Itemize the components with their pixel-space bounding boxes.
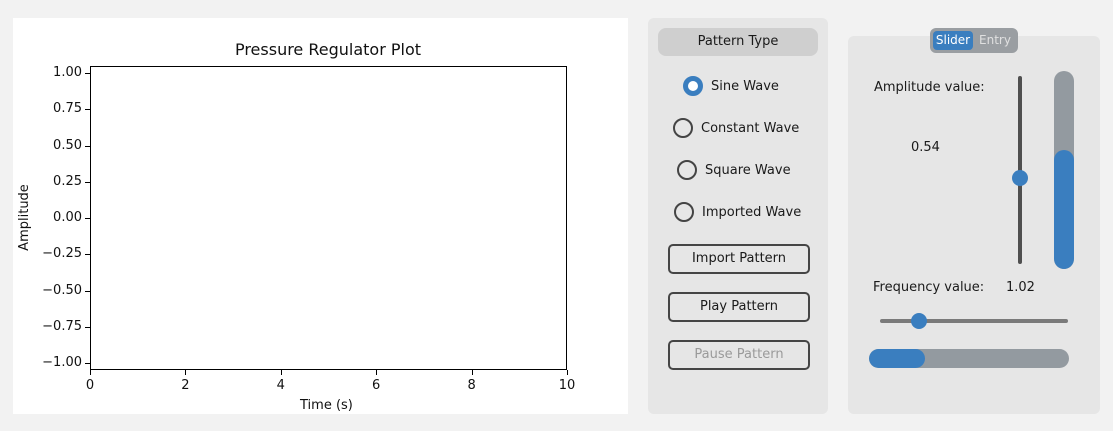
- frequency-slider-handle[interactable]: [911, 313, 928, 329]
- plot-panel: Pressure Regulator Plot Amplitude Time (…: [13, 18, 628, 414]
- frequency-progress-fill: [869, 349, 925, 368]
- x-tick-mark: [376, 370, 378, 375]
- import-pattern-button[interactable]: Import Pattern: [668, 244, 810, 274]
- pattern-panel: Pattern Type Sine Wave Constant Wave Squ…: [648, 18, 828, 414]
- radio-unselected-icon[interactable]: [673, 118, 693, 138]
- x-tick-mark: [185, 370, 187, 375]
- y-tick-mark: [85, 363, 90, 364]
- radio-unselected-icon[interactable]: [674, 202, 694, 222]
- amplitude-progress-fill: [1054, 150, 1074, 269]
- y-tick-label: −1.00: [42, 355, 82, 370]
- y-tick-label: 0.50: [53, 137, 82, 153]
- y-tick-label: −0.50: [42, 282, 82, 298]
- y-tick-mark: [85, 181, 90, 183]
- frequency-slider[interactable]: [880, 319, 1068, 323]
- y-tick-mark: [85, 254, 90, 256]
- tab-entry[interactable]: Entry: [979, 33, 1011, 47]
- x-tick-label: 2: [181, 378, 190, 393]
- mode-segmented-control: Slider Entry: [930, 28, 1018, 53]
- radio-label: Imported Wave: [702, 204, 802, 220]
- radio-unselected-icon[interactable]: [677, 160, 697, 180]
- y-tick-label: 0.75: [53, 101, 82, 117]
- play-pattern-button[interactable]: Play Pattern: [668, 292, 810, 322]
- x-tick-label: 10: [558, 378, 576, 393]
- radio-selected-icon[interactable]: [683, 76, 703, 96]
- y-tick-label: −0.75: [42, 318, 82, 334]
- frequency-progress-bar: [869, 349, 1069, 368]
- x-tick-mark: [567, 370, 568, 375]
- x-tick-mark: [471, 370, 473, 375]
- x-tick-label: 4: [276, 378, 285, 393]
- amplitude-slider-handle[interactable]: [1012, 169, 1028, 186]
- radio-constant-wave[interactable]: Constant Wave: [673, 118, 799, 138]
- y-tick-mark: [85, 109, 90, 111]
- amplitude-progress-bar: [1054, 71, 1074, 269]
- frequency-label: Frequency value:: [873, 280, 985, 295]
- x-tick-mark: [280, 370, 282, 375]
- x-tick-label: 6: [372, 378, 381, 393]
- radio-label: Square Wave: [705, 162, 791, 178]
- amplitude-label: Amplitude value:: [874, 80, 985, 95]
- amplitude-value: 0.54: [911, 140, 940, 155]
- y-tick-label: −0.25: [42, 246, 82, 262]
- radio-sine-wave[interactable]: Sine Wave: [683, 76, 779, 96]
- plot-axes: [90, 66, 567, 370]
- radio-square-wave[interactable]: Square Wave: [677, 160, 791, 180]
- x-tick-label: 8: [467, 378, 476, 393]
- x-tick-label: 0: [85, 378, 95, 393]
- y-tick-mark: [85, 290, 90, 292]
- y-tick-mark: [85, 73, 90, 74]
- y-tick-mark: [85, 326, 90, 328]
- plot-title: Pressure Regulator Plot: [234, 40, 422, 59]
- radio-label: Constant Wave: [701, 120, 800, 136]
- radio-label: Sine Wave: [711, 78, 779, 94]
- x-axis-label: Time (s): [300, 398, 353, 413]
- y-tick-mark: [85, 145, 90, 147]
- tab-slider[interactable]: Slider: [933, 31, 973, 50]
- radio-imported-wave[interactable]: Imported Wave: [674, 202, 801, 222]
- y-tick-label: 0.25: [53, 173, 82, 189]
- pattern-type-header: Pattern Type: [658, 28, 818, 56]
- frequency-value: 1.02: [1006, 280, 1035, 295]
- y-tick-mark: [85, 218, 90, 219]
- x-tick-mark: [90, 370, 91, 375]
- pause-pattern-button[interactable]: Pause Pattern: [668, 340, 810, 370]
- y-tick-label: 1.00: [53, 65, 82, 80]
- y-tick-label: 0.00: [53, 210, 82, 225]
